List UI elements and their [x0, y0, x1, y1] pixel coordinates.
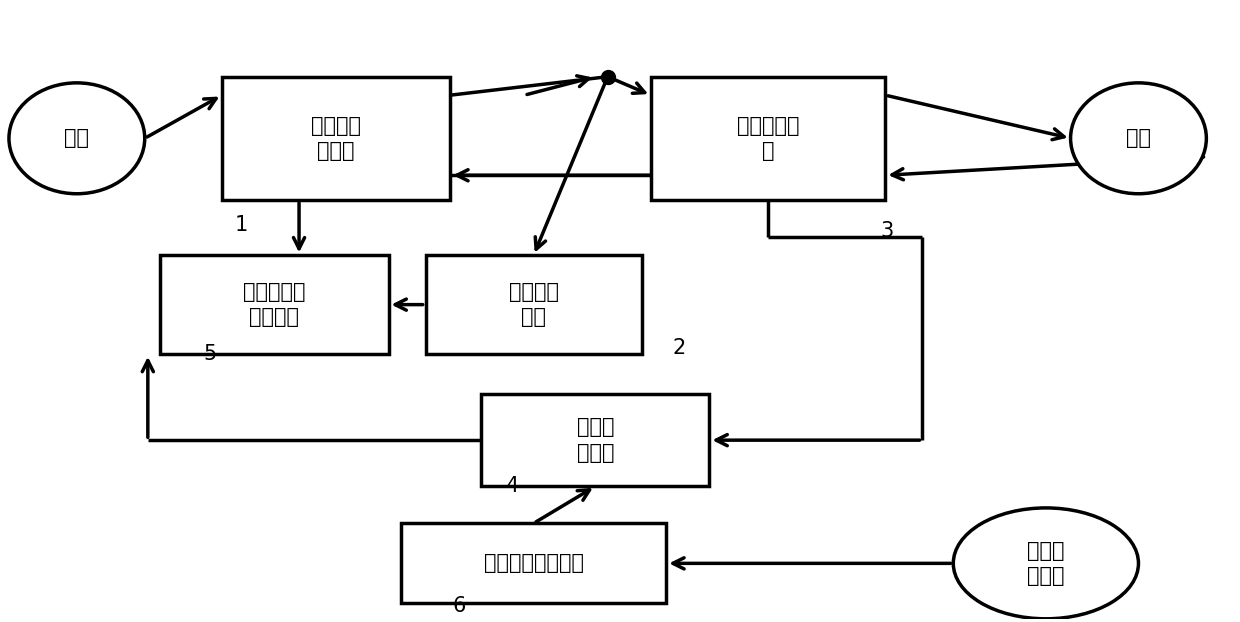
Text: 1: 1 — [234, 215, 248, 234]
Bar — [401, 523, 666, 603]
Bar — [222, 77, 450, 200]
Ellipse shape — [1070, 83, 1207, 193]
Text: 输出: 输出 — [1126, 128, 1151, 148]
Text: 升压变换器
控制电路: 升压变换器 控制电路 — [243, 282, 305, 327]
Bar — [481, 394, 709, 486]
Ellipse shape — [9, 83, 145, 193]
Text: 输入: 输入 — [64, 128, 89, 148]
Text: 调光电
压输入: 调光电 压输入 — [1027, 541, 1065, 586]
Bar — [425, 256, 641, 354]
Ellipse shape — [954, 508, 1138, 619]
Text: 电流控
制电路: 电流控 制电路 — [577, 417, 614, 463]
Text: 2: 2 — [672, 338, 686, 358]
Text: 电压采集
电路: 电压采集 电路 — [508, 282, 558, 327]
Text: 升压变换
器电路: 升压变换 器电路 — [311, 116, 361, 161]
Text: 5: 5 — [203, 344, 217, 364]
Bar — [160, 256, 388, 354]
Text: 调光信号处理电路: 调光信号处理电路 — [484, 554, 584, 573]
Bar — [651, 77, 885, 200]
Text: 3: 3 — [880, 221, 893, 241]
Text: 电流采集电
路: 电流采集电 路 — [737, 116, 800, 161]
Text: 4: 4 — [506, 476, 520, 496]
Text: 6: 6 — [453, 596, 466, 616]
